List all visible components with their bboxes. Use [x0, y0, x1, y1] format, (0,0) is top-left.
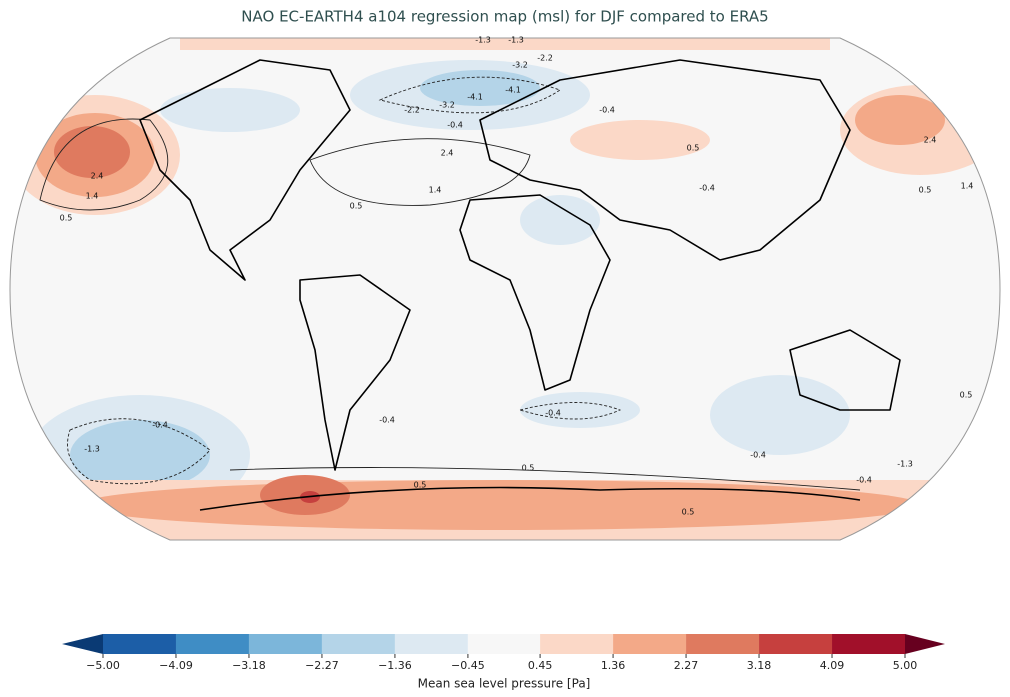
contour-label: 0.5	[919, 186, 932, 195]
colorbar-under	[62, 634, 103, 654]
colorbar-label: Mean sea level pressure [Pa]	[418, 677, 591, 691]
colorbar-bin	[175, 634, 249, 654]
colorbar-tick-label: 4.09	[820, 659, 845, 672]
colorbar-tick-label: −3.18	[232, 659, 266, 672]
contour-label: -0.4	[545, 409, 561, 418]
colorbar-tick-label: −2.27	[305, 659, 339, 672]
map-frame	[9, 37, 1001, 541]
contour-label: -3.2	[439, 101, 455, 110]
contour-label: -0.4	[699, 184, 715, 193]
contour-label: -2.2	[404, 106, 420, 115]
contour-label: 0.5	[350, 202, 363, 211]
colorbar-bin	[686, 634, 760, 654]
contour-label: 1.4	[961, 182, 974, 191]
contour-label: 0.5	[414, 481, 427, 490]
colorbar-bin	[248, 634, 322, 654]
contour-labels: -1.3 -1.3 -3.2 -2.2 -4.1 -4.1 -2.2 -3.2 -0.4 -0.4…	[60, 36, 974, 517]
map-title: NAO EC-EARTH4 a104 regression map (msl) …	[241, 8, 768, 26]
contour-label: 0.5	[960, 391, 973, 400]
colorbar-tick-label: −0.45	[451, 659, 485, 672]
contour-label: -0.4	[152, 421, 168, 430]
colorbar-over	[905, 634, 945, 654]
colorbar: −5.00 −4.09 −3.18 −2.27 −1.36 −0.45 0.45 1.36 2.…	[62, 634, 945, 691]
contour-label: 2.4	[91, 172, 104, 181]
colorbar-tick-label: 5.00	[893, 659, 918, 672]
colorbar-tick-label: 0.45	[528, 659, 553, 672]
contour-label: 0.5	[522, 464, 535, 473]
contour-label: -1.3	[475, 36, 491, 45]
contour-label: -0.4	[599, 106, 615, 115]
colorbar-tick-label: −1.36	[378, 659, 412, 672]
contour-label: 0.5	[682, 508, 695, 517]
colorbar-bin	[832, 634, 905, 654]
contour-label: -4.1	[505, 86, 521, 95]
contour-label: -2.2	[537, 54, 553, 63]
colorbar-tick-label: 2.27	[674, 659, 699, 672]
contour-label: 1.4	[429, 186, 442, 195]
contour-label: 1.4	[86, 192, 99, 201]
colorbar-bin	[759, 634, 833, 654]
colorbar-tick-label: −4.09	[159, 659, 193, 672]
contour-label: 2.4	[441, 149, 454, 158]
contour-label: -1.3	[508, 36, 524, 45]
contour-label: 2.4	[924, 136, 937, 145]
contour-label: -1.3	[897, 460, 913, 469]
contour-label: -4.1	[467, 93, 483, 102]
map-field	[10, 38, 1000, 540]
colorbar-bin	[103, 634, 176, 654]
contour-label: -3.2	[512, 61, 528, 70]
colorbar-bin	[321, 634, 395, 654]
contour-label: -0.4	[447, 121, 463, 130]
contour-label: -0.4	[856, 476, 872, 485]
colorbar-bin	[540, 634, 614, 654]
contour-label: 0.5	[687, 144, 700, 153]
contour-label: -1.3	[84, 445, 100, 454]
colorbar-tick-label: −5.00	[86, 659, 120, 672]
colorbar-bin	[394, 634, 468, 654]
colorbar-tick-label: 1.36	[601, 659, 626, 672]
colorbar-tick-label: 3.18	[747, 659, 772, 672]
contour-label: 0.5	[60, 214, 73, 223]
contour-label: -0.4	[750, 451, 766, 460]
colorbar-bin	[613, 634, 687, 654]
contour-label: -0.4	[379, 416, 395, 425]
colorbar-bin	[467, 634, 541, 654]
